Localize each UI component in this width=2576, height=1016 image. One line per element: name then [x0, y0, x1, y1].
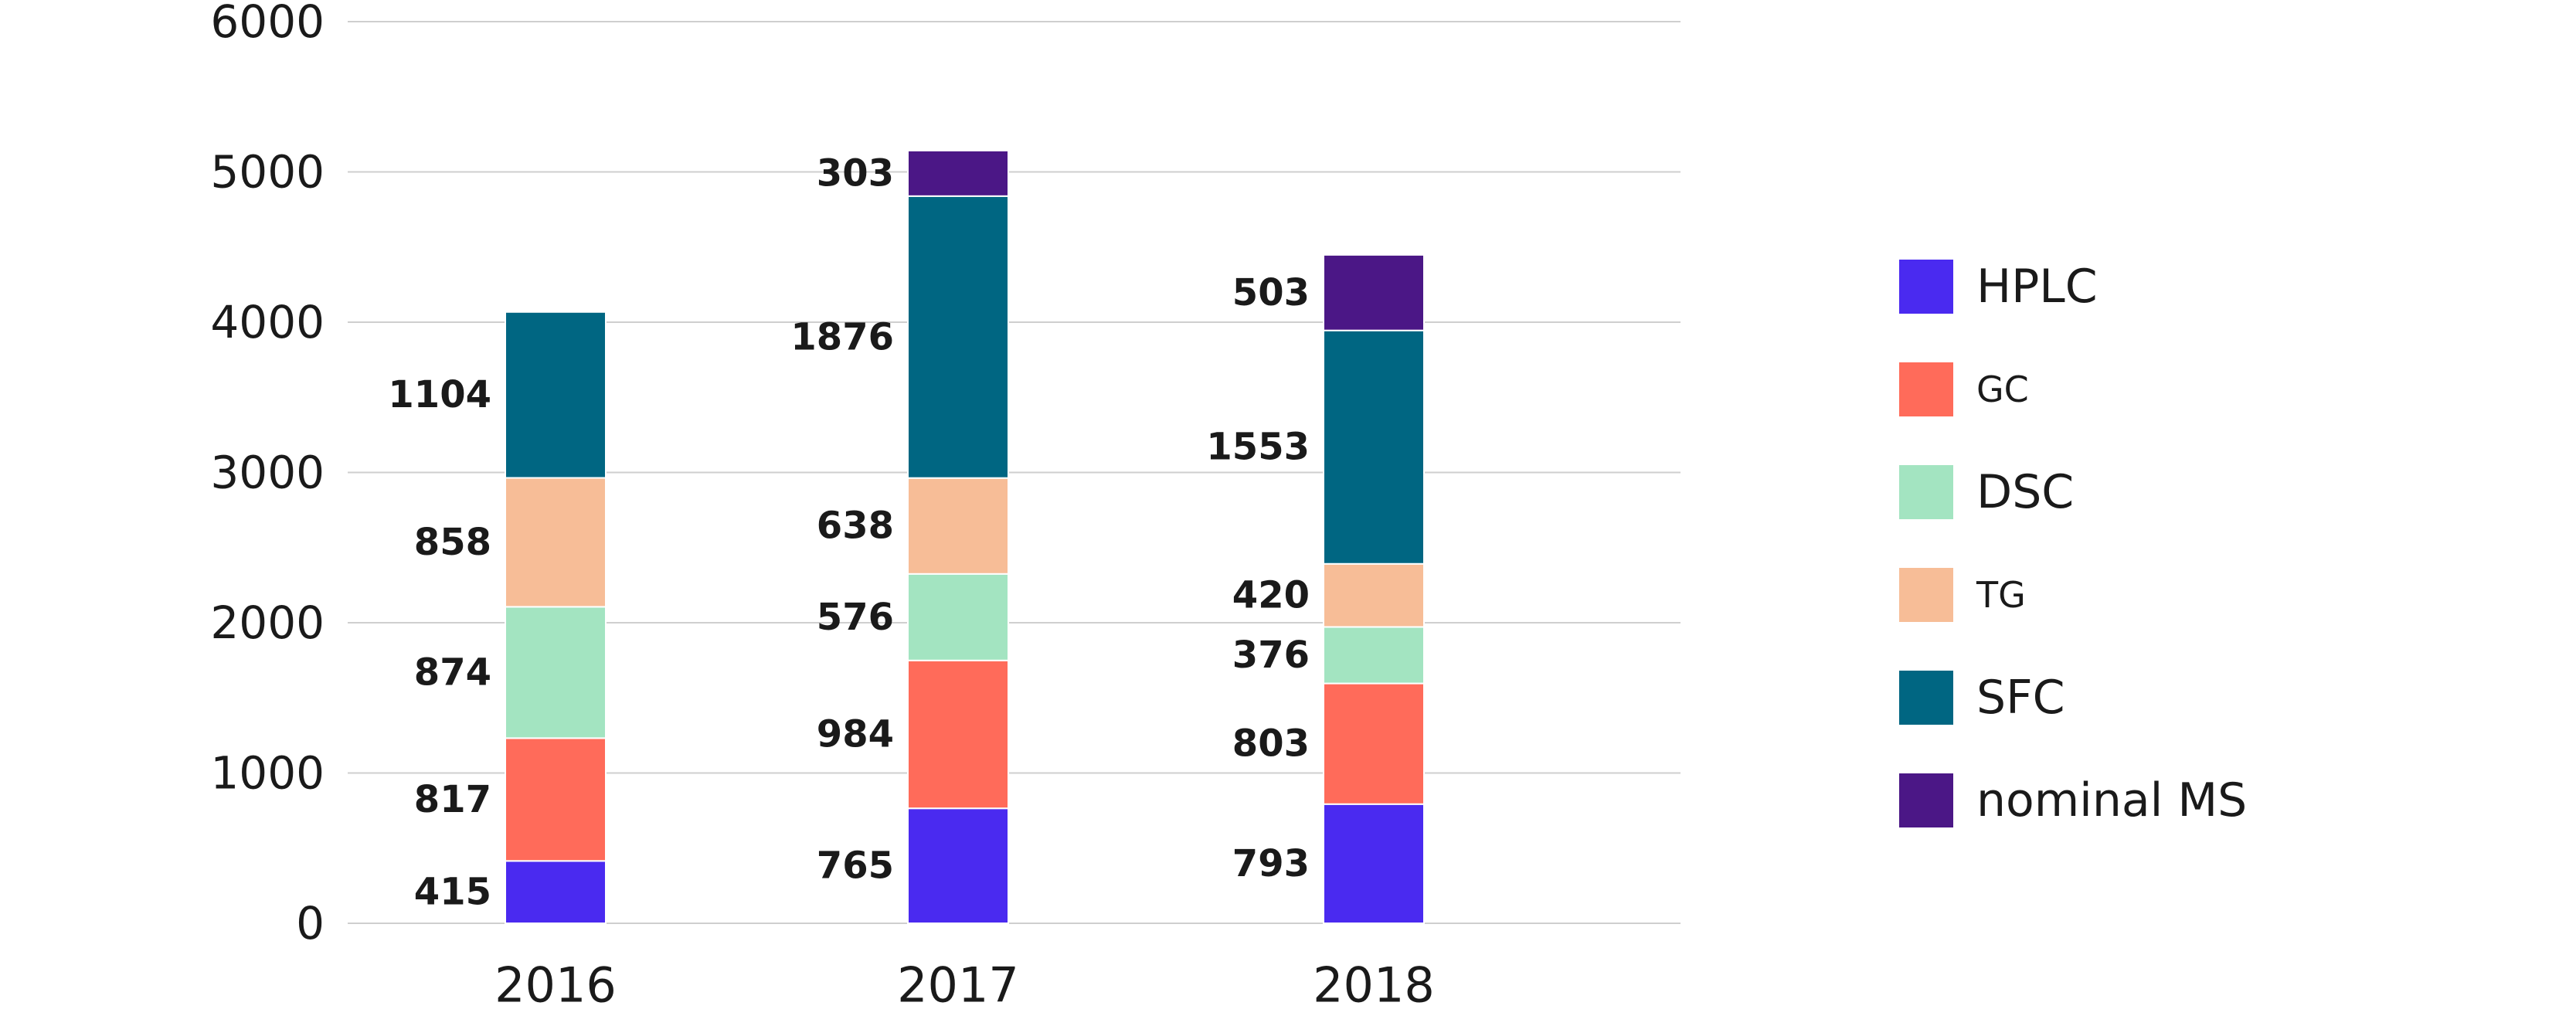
bar-segment: [1323, 253, 1425, 331]
data-label: 415: [414, 871, 491, 914]
legend-swatch: [1899, 568, 1953, 622]
x-tick-label: 2016: [494, 957, 617, 1014]
data-label: 803: [1232, 722, 1310, 766]
bar-segment: [907, 573, 1009, 661]
data-label: 765: [817, 844, 894, 888]
y-tick-label: 3000: [210, 447, 325, 499]
legend-label: HPLC: [1976, 260, 2098, 314]
data-label: 638: [817, 505, 894, 548]
bar-segment: [907, 195, 1009, 479]
bar-segment: [1323, 803, 1425, 924]
data-label: 420: [1232, 574, 1310, 617]
bar-segment: [907, 149, 1009, 197]
bar-segment: [1323, 682, 1425, 805]
legend-swatch: [1899, 773, 1953, 827]
bar-segment: [907, 477, 1009, 575]
bar-segment: [505, 606, 607, 739]
data-label: 576: [817, 596, 894, 639]
bar-segment: [505, 311, 607, 479]
legend-swatch: [1899, 362, 1953, 416]
bar-segment: [1323, 626, 1425, 685]
bar-segment: [1323, 329, 1425, 565]
y-tick-label: 4000: [210, 296, 325, 348]
x-tick-label: 2018: [1313, 957, 1435, 1014]
x-axis: 2016 2017 2018: [494, 957, 1435, 1014]
data-label: 1104: [388, 373, 491, 416]
bar-segment: [505, 477, 607, 608]
data-label: 984: [817, 713, 894, 756]
legend-label: nominal MS: [1976, 773, 2247, 827]
data-label: 1876: [790, 315, 894, 358]
bar-segment: [907, 659, 1009, 810]
legend-swatch: [1899, 465, 1953, 519]
data-label: 303: [817, 151, 894, 195]
legend-label: GC: [1976, 369, 2029, 410]
bar-segment: [1323, 562, 1425, 628]
data-label: 503: [1232, 271, 1310, 314]
bar-segment: [505, 860, 607, 924]
y-axis: 0 1000 2000 3000 4000 5000 6000: [210, 0, 325, 950]
legend-swatch: [1899, 260, 1953, 314]
data-label: 874: [414, 651, 491, 694]
bar-segment: [907, 807, 1009, 925]
x-tick-label: 2017: [897, 957, 1019, 1014]
y-tick-label: 2000: [210, 596, 325, 649]
legend-label: TG: [1976, 574, 2026, 616]
legend: HPLC GC DSC TG SFC nominal MS: [1899, 260, 2247, 827]
legend-label: SFC: [1976, 671, 2065, 725]
data-labels: 415 817 874 858 1104 765 984 576 638 1876 303 793 80…: [388, 151, 1310, 913]
bars: [505, 149, 1425, 925]
y-tick-label: 5000: [210, 146, 325, 199]
data-label: 858: [414, 521, 491, 564]
legend-swatch: [1899, 671, 1953, 725]
data-label: 376: [1232, 634, 1310, 677]
legend-label: DSC: [1976, 465, 2074, 519]
data-label: 793: [1232, 842, 1310, 885]
data-label: 1553: [1206, 426, 1310, 469]
y-tick-label: 6000: [210, 0, 325, 48]
data-label: 817: [414, 778, 491, 821]
bar-segment: [505, 737, 607, 862]
y-tick-label: 1000: [210, 747, 325, 800]
y-tick-label: 0: [296, 897, 325, 950]
